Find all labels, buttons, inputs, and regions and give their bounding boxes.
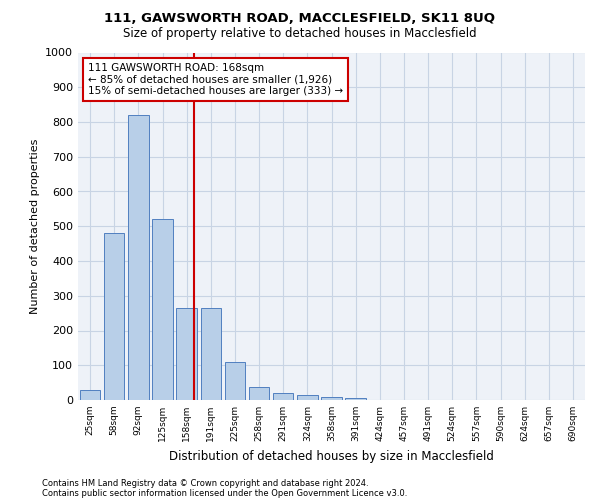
Bar xyxy=(104,233,124,400)
Bar xyxy=(80,390,100,400)
Text: 111, GAWSWORTH ROAD, MACCLESFIELD, SK11 8UQ: 111, GAWSWORTH ROAD, MACCLESFIELD, SK11 … xyxy=(104,12,496,26)
Bar xyxy=(128,115,149,400)
Text: Size of property relative to detached houses in Macclesfield: Size of property relative to detached ho… xyxy=(123,28,477,40)
Bar xyxy=(346,398,366,400)
Bar xyxy=(176,308,197,400)
Text: 111 GAWSWORTH ROAD: 168sqm
← 85% of detached houses are smaller (1,926)
15% of s: 111 GAWSWORTH ROAD: 168sqm ← 85% of deta… xyxy=(88,63,343,96)
Bar xyxy=(152,220,173,400)
Bar xyxy=(200,308,221,400)
Bar xyxy=(273,393,293,400)
Bar xyxy=(297,396,317,400)
Text: Contains public sector information licensed under the Open Government Licence v3: Contains public sector information licen… xyxy=(42,488,407,498)
Text: Contains HM Land Registry data © Crown copyright and database right 2024.: Contains HM Land Registry data © Crown c… xyxy=(42,478,368,488)
Bar xyxy=(224,362,245,400)
Bar xyxy=(321,397,342,400)
Bar xyxy=(249,387,269,400)
X-axis label: Distribution of detached houses by size in Macclesfield: Distribution of detached houses by size … xyxy=(169,450,494,462)
Y-axis label: Number of detached properties: Number of detached properties xyxy=(29,138,40,314)
